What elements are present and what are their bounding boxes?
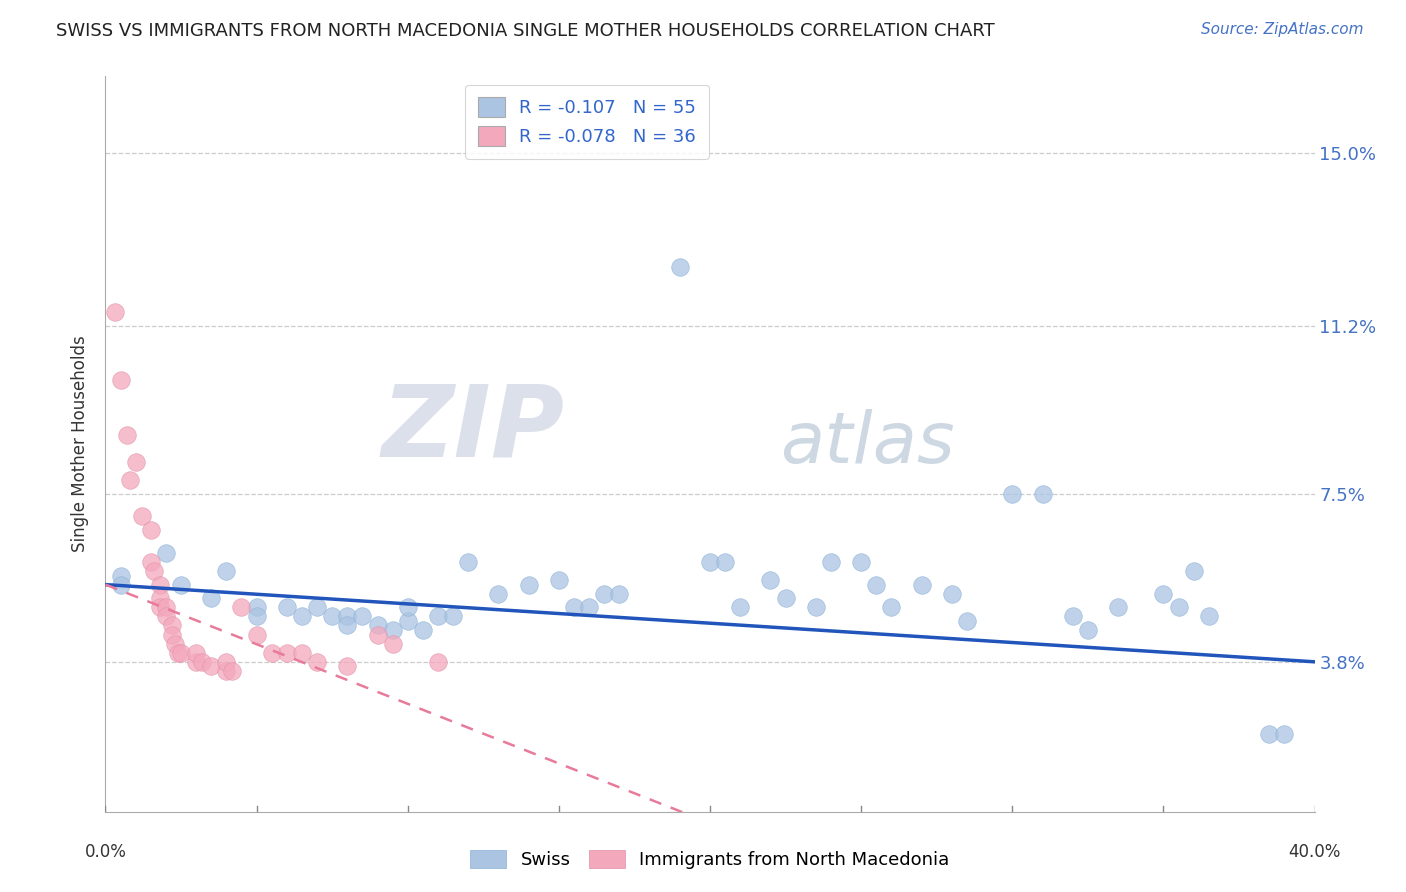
Point [231, 600, 253, 615]
Point [110, 568, 132, 582]
Point [366, 618, 388, 632]
Point [1032, 487, 1054, 501]
Text: 0.0%: 0.0% [84, 843, 127, 861]
Point [246, 627, 269, 641]
Point [578, 600, 600, 615]
Point [118, 473, 141, 487]
Point [775, 591, 797, 606]
Point [427, 655, 450, 669]
Point [1258, 727, 1281, 741]
Point [366, 627, 388, 641]
Point [215, 564, 238, 578]
Point [381, 637, 404, 651]
Point [669, 260, 692, 274]
Point [191, 655, 214, 669]
Point [139, 555, 162, 569]
Point [215, 664, 238, 678]
Point [352, 609, 374, 624]
Point [149, 577, 172, 591]
Point [155, 600, 177, 615]
Point [956, 614, 979, 628]
Point [548, 573, 571, 587]
Point [941, 587, 963, 601]
Point [412, 623, 434, 637]
Point [1153, 587, 1175, 601]
Text: atlas: atlas [780, 409, 955, 478]
Y-axis label: Single Mother Households: Single Mother Households [72, 335, 90, 552]
Point [149, 600, 172, 615]
Point [730, 600, 752, 615]
Point [381, 623, 404, 637]
Point [1077, 623, 1099, 637]
Point [142, 564, 165, 578]
Text: SWISS VS IMMIGRANTS FROM NORTH MACEDONIA SINGLE MOTHER HOUSEHOLDS CORRELATION CH: SWISS VS IMMIGRANTS FROM NORTH MACEDONIA… [56, 22, 995, 40]
Text: 40.0%: 40.0% [1288, 843, 1341, 861]
Point [155, 609, 177, 624]
Point [1167, 600, 1189, 615]
Point [170, 646, 193, 660]
Point [336, 609, 359, 624]
Point [163, 637, 186, 651]
Point [167, 646, 190, 660]
Point [1062, 609, 1084, 624]
Point [457, 555, 479, 569]
Point [699, 555, 721, 569]
Point [276, 600, 298, 615]
Point [170, 577, 193, 591]
Point [609, 587, 631, 601]
Text: Source: ZipAtlas.com: Source: ZipAtlas.com [1201, 22, 1364, 37]
Text: ZIP: ZIP [382, 381, 565, 477]
Point [865, 577, 887, 591]
Point [155, 546, 177, 560]
Point [246, 600, 269, 615]
Point [124, 455, 148, 469]
Point [321, 609, 343, 624]
Point [200, 659, 222, 673]
Point [276, 646, 298, 660]
Point [115, 427, 138, 442]
Point [911, 577, 934, 591]
Legend: R = -0.107   N = 55, R = -0.078   N = 36: R = -0.107 N = 55, R = -0.078 N = 36 [465, 85, 709, 159]
Point [849, 555, 872, 569]
Point [291, 646, 314, 660]
Point [221, 664, 243, 678]
Point [186, 646, 208, 660]
Point [149, 591, 172, 606]
Point [714, 555, 737, 569]
Point [804, 600, 827, 615]
Point [103, 305, 125, 319]
Point [160, 618, 183, 632]
Point [160, 627, 183, 641]
Point [291, 609, 314, 624]
Point [1198, 609, 1220, 624]
Point [336, 618, 359, 632]
Point [200, 591, 222, 606]
Point [186, 655, 208, 669]
Point [562, 600, 585, 615]
Point [396, 600, 419, 615]
Point [441, 609, 464, 624]
Point [396, 614, 419, 628]
Point [1182, 564, 1205, 578]
Point [427, 609, 450, 624]
Point [517, 577, 540, 591]
Point [307, 600, 329, 615]
Point [131, 509, 153, 524]
Point [110, 373, 132, 387]
Point [488, 587, 510, 601]
Point [1274, 727, 1296, 741]
Point [260, 646, 283, 660]
Point [336, 659, 359, 673]
Point [759, 573, 782, 587]
Point [1107, 600, 1129, 615]
Point [820, 555, 842, 569]
Point [593, 587, 616, 601]
Point [215, 655, 238, 669]
Point [139, 523, 162, 537]
Point [880, 600, 903, 615]
Point [307, 655, 329, 669]
Point [1001, 487, 1024, 501]
Point [246, 609, 269, 624]
Point [110, 577, 132, 591]
